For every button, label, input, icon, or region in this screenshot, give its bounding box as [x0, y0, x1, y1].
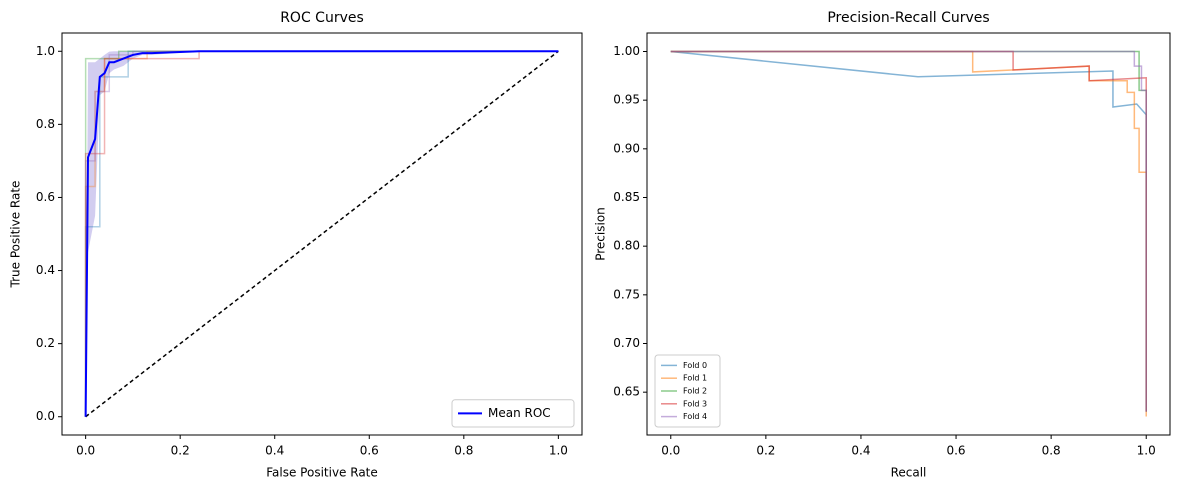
legend-label: Mean ROC	[488, 406, 551, 420]
y-tick-label: 0.90	[613, 141, 640, 155]
line	[85, 50, 559, 418]
x-axis-label: Recall	[891, 466, 927, 480]
x-tick-label: 0.2	[171, 444, 190, 458]
chart-title: Precision-Recall Curves	[827, 10, 989, 26]
x-tick-label: 1.0	[1137, 444, 1156, 458]
x-tick-label: 0.0	[661, 444, 680, 458]
x-tick-label: 1.0	[549, 444, 568, 458]
y-tick-label: 0.4	[36, 263, 55, 277]
plot-frame	[646, 32, 1171, 436]
chart-title: ROC Curves	[280, 10, 364, 26]
y-tick-label: 0.85	[613, 190, 640, 204]
line	[670, 50, 1147, 412]
y-tick-label: 1.0	[36, 44, 55, 58]
y-axis-label: True Positive Rate	[9, 181, 23, 289]
x-tick-label: 0.4	[851, 444, 870, 458]
y-tick-label: 0.70	[613, 336, 640, 350]
y-tick-label: 0.65	[613, 385, 640, 399]
legend-label: Fold 3	[683, 399, 707, 408]
x-tick-label: 0.4	[265, 444, 284, 458]
legend-box	[451, 399, 575, 428]
line	[670, 50, 1147, 412]
y-tick-label: 0.6	[36, 190, 55, 204]
y-tick-label: 0.95	[613, 93, 640, 107]
y-tick-label: 0.0	[36, 409, 55, 423]
x-tick-label: 0.6	[360, 444, 379, 458]
y-axis-label: Precision	[594, 207, 608, 261]
plot-frame	[61, 32, 583, 436]
line	[670, 50, 1147, 412]
legend-box	[654, 354, 721, 428]
x-axis-label: False Positive Rate	[266, 466, 378, 480]
x-tick-label: 0.8	[1042, 444, 1061, 458]
x-tick-label: 0.2	[756, 444, 775, 458]
legend-label: Fold 2	[683, 387, 707, 396]
line	[670, 50, 1147, 417]
y-tick-label: 1.00	[613, 44, 640, 58]
y-tick-label: 0.2	[36, 336, 55, 350]
line	[670, 50, 1147, 412]
x-tick-label: 0.0	[76, 444, 95, 458]
line	[84, 50, 559, 417]
y-tick-label: 0.75	[613, 287, 640, 301]
legend-label: Fold 1	[683, 374, 707, 383]
y-tick-label: 0.80	[613, 239, 640, 253]
x-tick-label: 0.6	[946, 444, 965, 458]
legend-label: Fold 4	[683, 412, 707, 421]
y-tick-label: 0.8	[36, 117, 55, 131]
x-tick-label: 0.8	[454, 444, 473, 458]
legend-label: Fold 0	[683, 361, 707, 370]
